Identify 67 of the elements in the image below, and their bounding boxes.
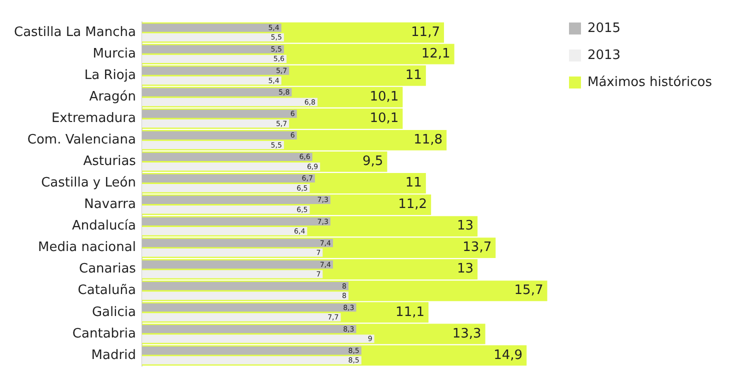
bar [142,110,297,118]
bar [142,313,341,322]
bar [142,33,284,42]
legend-label: 2015 [587,20,621,36]
bar [142,248,323,257]
bar [142,282,348,290]
y-tick-label: Madrid [91,348,136,363]
y-tick-label: Cataluña [78,283,136,298]
bar [142,76,282,85]
bar [142,24,282,32]
bar [142,356,362,364]
data-label: 11,7 [411,24,440,40]
y-tick-label: Canarias [79,262,136,277]
bar [142,227,308,236]
y-tick-label: Galicia [92,304,136,320]
data-label: 12,1 [421,46,450,62]
y-tick-label: Castilla La Mancha [14,24,136,40]
legend-label: Máximos históricos [587,74,712,90]
y-tick-label: Navarra [84,197,136,212]
y-tick-label: Aragón [89,90,136,105]
y-tick-label: Extremadura [51,111,136,126]
bar [142,217,330,226]
y-tick-label: Castilla y León [41,176,136,191]
bar [142,54,287,64]
bar [142,174,315,183]
bar [142,346,362,355]
data-label: 15,7 [514,283,544,298]
bar [142,45,284,54]
bar [142,119,290,128]
bar [142,292,348,300]
data-label: 11,2 [398,197,428,212]
y-tick-label: Cantabria [72,326,136,342]
y-tick-label: Murcia [92,46,136,62]
data-label: 10,1 [370,111,399,126]
bar [142,152,312,161]
bar [142,303,356,312]
bar [142,162,320,171]
bar [142,98,318,106]
data-label: 13,7 [462,240,492,256]
bar [142,88,292,96]
data-label: 10,1 [370,90,399,105]
bar [142,238,333,248]
data-label: 11 [405,68,422,83]
data-label: 14,9 [494,348,523,363]
bar [142,184,310,192]
bar [142,196,330,204]
bar [142,140,284,150]
data-label: 13,3 [452,326,482,342]
data-label: 13 [456,262,474,277]
data-label: 11,8 [414,132,443,148]
legend-label: 2013 [587,48,621,63]
bar [142,131,297,140]
y-tick-label: Andalucía [72,218,136,234]
y-tick-label: La Rioja [84,68,136,83]
bar [142,205,310,214]
bar [142,270,323,278]
bar [142,334,374,343]
data-label: 11,1 [396,304,424,320]
bar [142,260,333,269]
y-tick-label: Media nacional [38,240,136,256]
y-tick-label: Com. Valenciana [27,132,136,148]
data-label: 9,5 [362,154,384,170]
bar [142,66,290,75]
data-label: 13 [456,218,474,234]
y-tick-label: Asturias [83,154,136,170]
bar [142,324,356,334]
data-label: 11 [405,176,422,191]
